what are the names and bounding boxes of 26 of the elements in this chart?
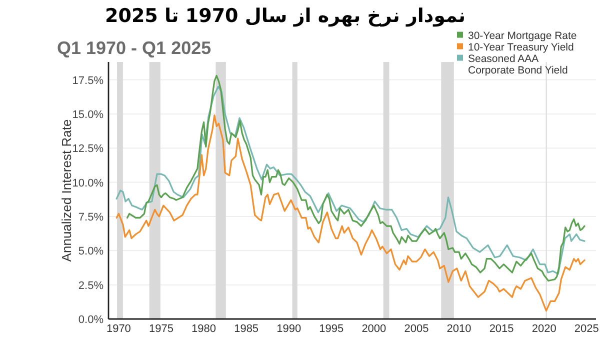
y-tick-label: 5.0% [78,246,104,258]
y-tick-label: 7.5% [78,211,104,224]
x-tick-label: 2000 [362,323,386,335]
y-tick-label: 10.0% [72,177,104,190]
x-tick-label: 1990 [276,323,302,335]
legend-label: 10-Year Treasury Yield [468,41,574,54]
legend-label: 30-Year Mortgage Rate [468,30,577,42]
chart-subtitle: Q1 1970 - Q1 2025 [57,38,212,58]
y-tick-label: 2.5% [78,280,104,292]
legend-label: Seasoned AAA Corporate Bond Yield [468,52,568,76]
y-tick-label: 12.5% [72,143,104,156]
x-tick-label: 1975 [149,323,174,335]
x-tick-label: 2010 [446,323,472,335]
x-tick-label: 1970 [106,323,131,335]
y-tick-label: 0.0% [78,314,104,326]
y-axis-title: Annualized Interest Rate [59,119,74,262]
x-tick-label: 2025 [574,323,599,335]
chart-title: نمودار نرخ بهره از سال 1970 تا 2025 [105,4,466,29]
x-tick-label: 2020 [532,323,556,335]
x-tick-label: 2005 [404,323,429,335]
y-tick-label: 17.5% [72,74,104,87]
x-tick-label: 1995 [319,323,344,335]
y-tick-label: 15.0% [72,108,104,121]
x-tick-label: 2015 [489,323,514,335]
x-tick-label: 1985 [234,323,259,335]
x-tick-label: 1980 [192,323,216,335]
